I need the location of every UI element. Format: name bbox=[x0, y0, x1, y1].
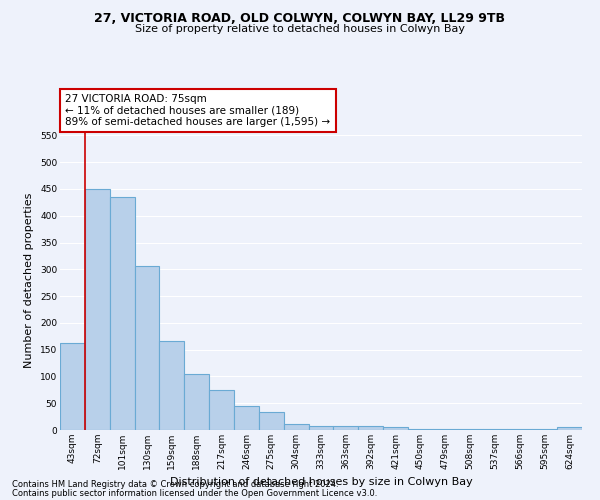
Bar bbox=[134, 266, 160, 430]
Bar bbox=[308, 426, 334, 430]
Bar bbox=[284, 424, 308, 430]
Bar bbox=[557, 428, 582, 430]
Bar bbox=[408, 429, 433, 430]
Bar bbox=[358, 426, 383, 430]
Bar bbox=[234, 406, 259, 430]
Bar bbox=[508, 429, 532, 430]
Bar bbox=[209, 390, 234, 430]
Bar bbox=[532, 429, 557, 430]
Bar bbox=[184, 374, 209, 430]
Bar bbox=[334, 426, 358, 430]
Text: Size of property relative to detached houses in Colwyn Bay: Size of property relative to detached ho… bbox=[135, 24, 465, 34]
Text: 27 VICTORIA ROAD: 75sqm
← 11% of detached houses are smaller (189)
89% of semi-d: 27 VICTORIA ROAD: 75sqm ← 11% of detache… bbox=[65, 94, 331, 127]
Bar bbox=[482, 429, 508, 430]
Bar bbox=[60, 342, 85, 430]
Bar bbox=[383, 428, 408, 430]
Text: Contains public sector information licensed under the Open Government Licence v3: Contains public sector information licen… bbox=[12, 488, 377, 498]
Bar bbox=[259, 412, 284, 430]
Bar bbox=[85, 189, 110, 430]
Text: Contains HM Land Registry data © Crown copyright and database right 2024.: Contains HM Land Registry data © Crown c… bbox=[12, 480, 338, 489]
Text: 27, VICTORIA ROAD, OLD COLWYN, COLWYN BAY, LL29 9TB: 27, VICTORIA ROAD, OLD COLWYN, COLWYN BA… bbox=[95, 12, 505, 26]
Bar bbox=[110, 197, 134, 430]
Bar bbox=[160, 340, 184, 430]
Bar bbox=[458, 429, 482, 430]
Y-axis label: Number of detached properties: Number of detached properties bbox=[25, 192, 34, 368]
X-axis label: Distribution of detached houses by size in Colwyn Bay: Distribution of detached houses by size … bbox=[170, 478, 472, 488]
Bar bbox=[433, 429, 458, 430]
